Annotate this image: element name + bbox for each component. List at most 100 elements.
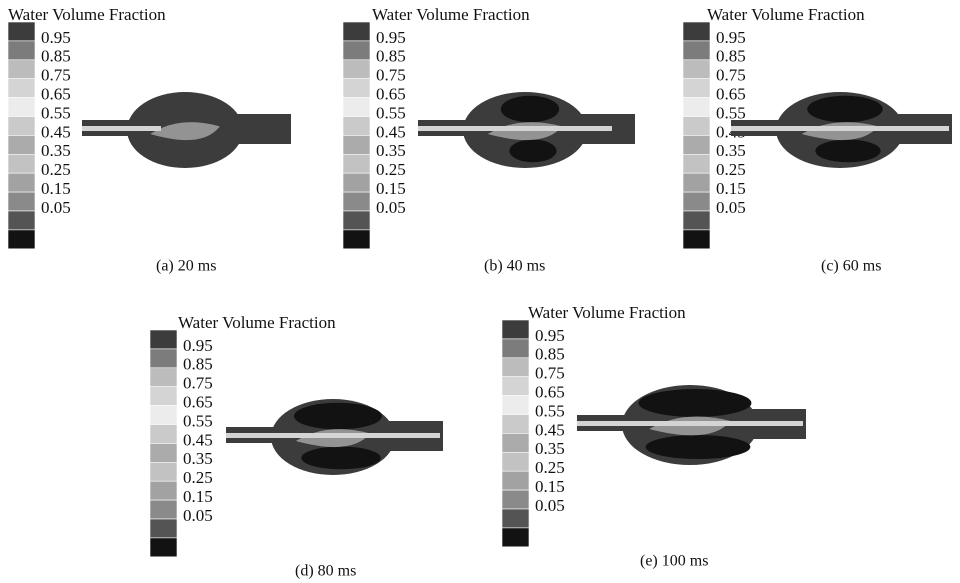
- caption: (e) 100 ms: [640, 553, 708, 570]
- panel: Water Volume Fraction0.950.850.750.650.5…: [150, 313, 443, 580]
- legend-swatch: [150, 387, 177, 406]
- legend-label: 0.05: [41, 198, 71, 217]
- water-jet: [577, 421, 803, 426]
- legend-swatch: [8, 79, 35, 98]
- legend-label: 0.95: [183, 336, 213, 355]
- legend-swatch: [150, 462, 177, 481]
- caption: (d) 80 ms: [295, 563, 356, 580]
- legend-swatch: [8, 230, 35, 249]
- legend-label: 0.95: [535, 326, 565, 345]
- legend-label: 0.25: [376, 160, 406, 179]
- legend-swatch: [150, 349, 177, 368]
- legend-title: Water Volume Fraction: [8, 5, 166, 24]
- legend-swatch: [502, 358, 529, 377]
- legend-swatch: [683, 192, 710, 211]
- legend-swatch: [150, 500, 177, 519]
- legend-swatch: [683, 154, 710, 173]
- legend-label: 0.05: [376, 198, 406, 217]
- legend-swatch: [150, 538, 177, 557]
- air-region: [646, 435, 751, 459]
- legend-label: 0.15: [41, 179, 71, 198]
- water-jet: [226, 433, 440, 438]
- air-region: [639, 389, 752, 417]
- legend-swatch: [502, 396, 529, 415]
- legend-swatch: [343, 60, 370, 79]
- legend-swatch: [683, 60, 710, 79]
- legend-swatch: [683, 135, 710, 154]
- air-region: [294, 403, 382, 430]
- legend-swatch: [150, 330, 177, 349]
- legend-swatch: [8, 173, 35, 192]
- legend-swatch: [502, 433, 529, 452]
- legend-label: 0.05: [716, 198, 746, 217]
- legend-label: 0.85: [183, 355, 213, 374]
- legend-swatch: [502, 415, 529, 434]
- legend-swatch: [8, 192, 35, 211]
- legend-label: 0.45: [535, 420, 565, 439]
- figure: Water Volume Fraction0.950.850.750.650.5…: [0, 0, 960, 583]
- legend-label: 0.45: [41, 122, 71, 141]
- simulation-image: [577, 385, 806, 465]
- panel: Water Volume Fraction0.950.850.750.650.5…: [8, 5, 291, 275]
- legend-title: Water Volume Fraction: [178, 313, 336, 332]
- legend-title: Water Volume Fraction: [372, 5, 530, 24]
- legend-swatch: [502, 377, 529, 396]
- legend-swatch: [8, 41, 35, 60]
- legend-swatch: [502, 339, 529, 358]
- air-region: [807, 96, 883, 123]
- air-region: [301, 447, 380, 470]
- legend-label: 0.95: [376, 28, 406, 47]
- legend-label: 0.15: [716, 179, 746, 198]
- air-region: [509, 140, 556, 163]
- legend-label: 0.85: [376, 47, 406, 66]
- legend-label: 0.35: [376, 141, 406, 160]
- legend-label: 0.45: [376, 122, 406, 141]
- water-jet: [82, 126, 161, 131]
- legend-swatch: [8, 60, 35, 79]
- legend-swatch: [343, 117, 370, 136]
- legend-label: 0.75: [41, 66, 71, 85]
- legend-label: 0.75: [716, 66, 746, 85]
- legend-swatch: [683, 211, 710, 230]
- legend-swatch: [343, 192, 370, 211]
- legend-label: 0.75: [535, 364, 565, 383]
- legend-label: 0.55: [535, 401, 565, 420]
- outlet-pipe: [235, 114, 291, 144]
- legend-label: 0.15: [376, 179, 406, 198]
- panel: Water Volume Fraction0.950.850.750.650.5…: [683, 5, 952, 275]
- legend-label: 0.55: [376, 103, 406, 122]
- legend-label: 0.65: [535, 383, 565, 402]
- legend-swatch: [8, 135, 35, 154]
- legend-label: 0.25: [716, 160, 746, 179]
- legend-title: Water Volume Fraction: [528, 303, 686, 322]
- legend-label: 0.15: [535, 477, 565, 496]
- air-region: [815, 140, 880, 163]
- legend-label: 0.55: [183, 411, 213, 430]
- legend-swatch: [150, 406, 177, 425]
- legend-swatch: [150, 368, 177, 387]
- legend-swatch: [343, 135, 370, 154]
- water-jet: [731, 126, 949, 131]
- legend-title: Water Volume Fraction: [707, 5, 865, 24]
- legend-label: 0.35: [41, 141, 71, 160]
- legend-swatch: [8, 117, 35, 136]
- legend-label: 0.35: [183, 449, 213, 468]
- panel: Water Volume Fraction0.950.850.750.650.5…: [343, 5, 635, 275]
- legend-label: 0.25: [183, 468, 213, 487]
- legend-swatch: [343, 230, 370, 249]
- legend-label: 0.65: [183, 393, 213, 412]
- legend-label: 0.35: [716, 141, 746, 160]
- legend-swatch: [343, 79, 370, 98]
- legend-label: 0.25: [535, 458, 565, 477]
- legend-swatch: [683, 41, 710, 60]
- legend-label: 0.75: [376, 66, 406, 85]
- legend-swatch: [683, 173, 710, 192]
- legend-label: 0.85: [535, 345, 565, 364]
- legend-swatch: [502, 471, 529, 490]
- legend-swatch: [343, 98, 370, 117]
- caption: (b) 40 ms: [484, 258, 545, 275]
- legend-label: 0.85: [716, 47, 746, 66]
- legend-label: 0.85: [41, 47, 71, 66]
- legend-swatch: [343, 41, 370, 60]
- legend-label: 0.95: [41, 28, 71, 47]
